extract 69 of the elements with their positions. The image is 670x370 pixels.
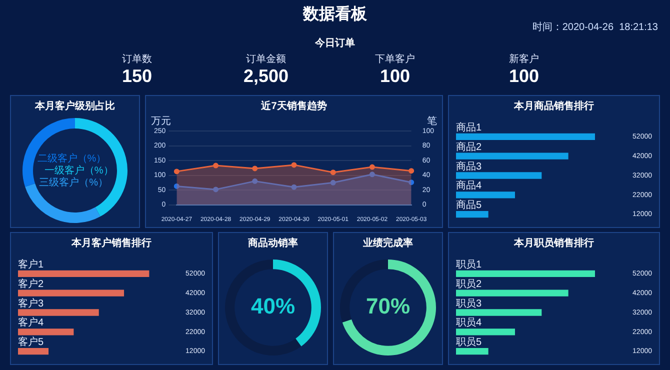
slice-label: 三级客户（%） [39, 176, 108, 188]
category-label: 下单客户 [374, 52, 416, 66]
point [291, 184, 297, 190]
bar [18, 290, 124, 296]
point [408, 180, 414, 186]
y2-axis-title: 笔 [427, 114, 437, 127]
chart-title: 近7天销售趋势 [260, 100, 328, 113]
bar [456, 152, 568, 160]
bar [18, 348, 49, 355]
text: 100 [508, 66, 540, 86]
chart-title: 业绩完成率 [362, 236, 414, 250]
bar [18, 309, 99, 316]
point [330, 180, 336, 186]
y-tick-label: 商品2 [456, 140, 482, 153]
bar [456, 133, 595, 140]
category-label: 订单数 [121, 52, 153, 66]
bar [456, 348, 488, 355]
slice-label: 一级客户（%） [44, 164, 114, 176]
text: 40% [250, 294, 296, 319]
text: 2,500 [243, 66, 289, 86]
bar [456, 192, 515, 198]
point [252, 166, 258, 172]
text: 100 [380, 66, 410, 86]
bar [456, 309, 542, 316]
y-tick-label: 商品1 [456, 121, 482, 134]
y-tick-label: 职员3 [456, 298, 482, 310]
point [174, 168, 180, 174]
point [174, 183, 180, 189]
bar [456, 328, 515, 336]
point [369, 164, 375, 170]
chart-title: 本月职员销售排行 [512, 236, 595, 250]
category-label: 新客户 [508, 52, 540, 66]
bar [456, 290, 568, 296]
y-tick-label: 客户3 [18, 297, 44, 310]
y-tick-label: 商品4 [456, 180, 482, 192]
y-tick-label: 职员2 [456, 278, 482, 290]
text: 今日订单 [314, 36, 356, 50]
bar [18, 270, 150, 278]
y-tick-label: 职员4 [456, 318, 482, 329]
slice-label: 二级客户（%） [37, 152, 106, 164]
bar [456, 210, 488, 218]
chart-title: 本月商品销售排行 [512, 99, 595, 113]
y-tick-label: 客户5 [18, 336, 44, 348]
text: 70% [366, 294, 410, 319]
y-axis-title: 万元 [151, 116, 171, 127]
y-tick-label: 职员5 [456, 337, 482, 348]
point [213, 186, 219, 192]
category-label: 订单金额 [245, 52, 287, 66]
text: 数据看板 [303, 6, 367, 23]
bar [456, 172, 542, 179]
y-tick-label: 商品5 [456, 199, 482, 212]
bar [456, 270, 595, 278]
y-tick-label: 客户1 [18, 258, 44, 270]
point [369, 172, 375, 178]
text: 时间：2020-04-26 18:21:13 [532, 20, 658, 34]
y-tick-label: 职员1 [456, 259, 482, 270]
point [330, 170, 336, 176]
point [291, 162, 297, 168]
y-tick-label: 商品3 [456, 160, 482, 172]
y-tick-label: 客户4 [18, 316, 44, 329]
bar [18, 328, 74, 336]
y-tick-label: 客户2 [18, 278, 44, 290]
chart-title: 商品动销率 [247, 236, 299, 250]
point [252, 178, 258, 184]
text: 150 [122, 66, 152, 86]
point [408, 168, 414, 174]
point [213, 162, 219, 168]
chart-title: 本月客户级别占比 [34, 99, 116, 113]
chart-title: 本月客户销售排行 [70, 236, 152, 250]
